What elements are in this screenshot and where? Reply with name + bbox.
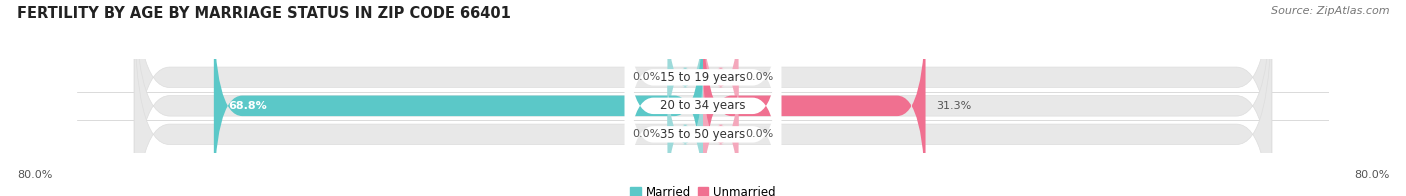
FancyBboxPatch shape	[624, 0, 782, 183]
Text: Source: ZipAtlas.com: Source: ZipAtlas.com	[1271, 6, 1389, 16]
FancyBboxPatch shape	[134, 0, 1272, 196]
Legend: Married, Unmarried: Married, Unmarried	[630, 186, 776, 196]
FancyBboxPatch shape	[703, 59, 738, 196]
Text: 68.8%: 68.8%	[228, 101, 267, 111]
Text: 80.0%: 80.0%	[17, 170, 52, 180]
Text: 35 to 50 years: 35 to 50 years	[661, 128, 745, 141]
FancyBboxPatch shape	[668, 2, 703, 153]
FancyBboxPatch shape	[214, 2, 703, 196]
FancyBboxPatch shape	[703, 2, 925, 196]
FancyBboxPatch shape	[134, 2, 1272, 196]
FancyBboxPatch shape	[624, 0, 782, 196]
Text: 20 to 34 years: 20 to 34 years	[661, 99, 745, 112]
FancyBboxPatch shape	[134, 0, 1272, 196]
Text: 31.3%: 31.3%	[936, 101, 972, 111]
Text: 0.0%: 0.0%	[633, 129, 661, 139]
FancyBboxPatch shape	[703, 2, 738, 153]
Text: 0.0%: 0.0%	[633, 72, 661, 82]
Text: 0.0%: 0.0%	[745, 129, 773, 139]
FancyBboxPatch shape	[624, 29, 782, 196]
FancyBboxPatch shape	[668, 59, 703, 196]
Text: FERTILITY BY AGE BY MARRIAGE STATUS IN ZIP CODE 66401: FERTILITY BY AGE BY MARRIAGE STATUS IN Z…	[17, 6, 510, 21]
Text: 0.0%: 0.0%	[745, 72, 773, 82]
Text: 15 to 19 years: 15 to 19 years	[661, 71, 745, 84]
Text: 80.0%: 80.0%	[1354, 170, 1389, 180]
